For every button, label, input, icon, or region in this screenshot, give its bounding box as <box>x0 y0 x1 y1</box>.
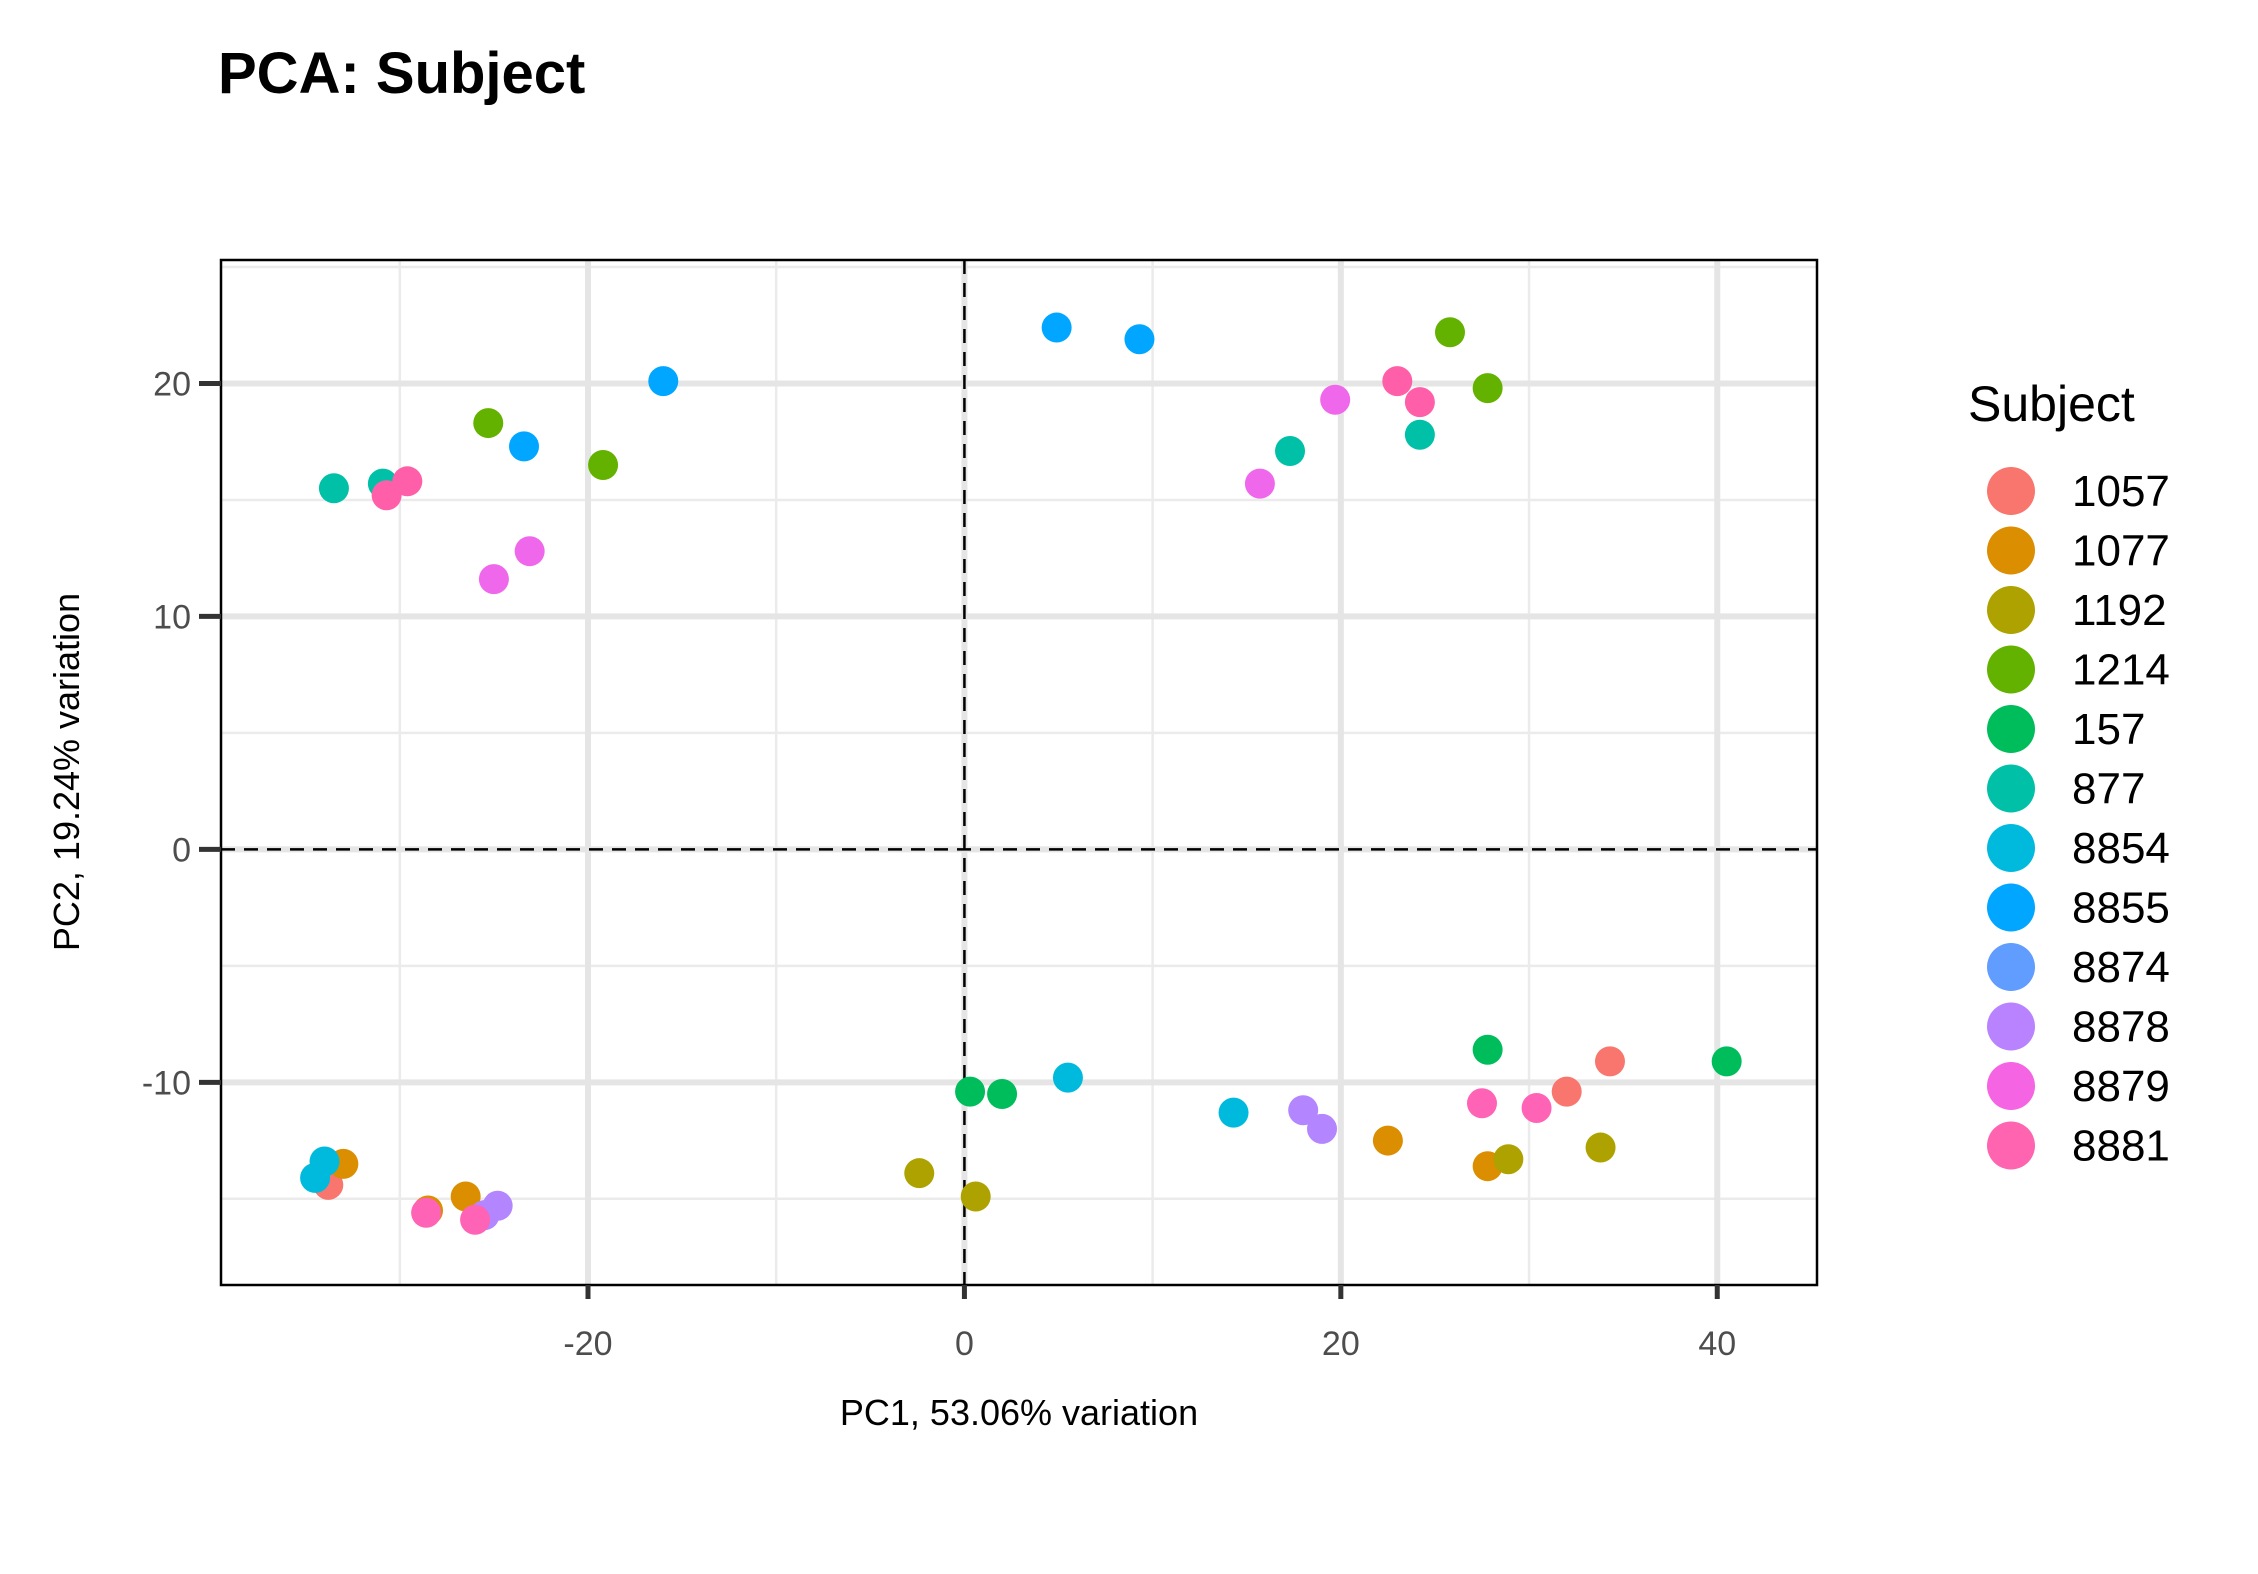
data-point-877 <box>318 473 349 504</box>
data-point-8855 <box>1124 324 1155 355</box>
data-point-157 <box>1711 1046 1742 1077</box>
data-point-8874 <box>1288 1095 1319 1126</box>
legend-key-8879 <box>1987 1062 2035 1110</box>
data-point-1214 <box>473 408 504 439</box>
data-point-877 <box>1275 436 1306 467</box>
legend-label-1192: 1192 <box>2072 586 2167 635</box>
data-point-8881 <box>1404 387 1435 418</box>
data-point-1214 <box>1434 317 1465 348</box>
data-point-157 <box>987 1078 1018 1109</box>
data-point-1214 <box>1472 373 1503 404</box>
data-point-8881 <box>392 466 423 497</box>
data-point-8855 <box>509 431 540 462</box>
data-point-8879 <box>411 1197 442 1228</box>
data-point-8854 <box>1052 1062 1083 1093</box>
data-point-157 <box>955 1076 986 1107</box>
y-axis-label: PC2, 19.24% variation <box>46 593 87 951</box>
legend-label-1214: 1214 <box>2072 646 2170 695</box>
data-point-1077 <box>1372 1125 1403 1156</box>
data-point-8879 <box>1466 1088 1497 1119</box>
legend-items: 1057 1077 1192 1214 157 877 8854 8855 8874 8878 88… <box>1987 467 2170 1171</box>
legend-key-8855 <box>1987 883 2035 932</box>
data-point-8854 <box>309 1146 340 1177</box>
legend-label-877: 877 <box>2072 765 2145 814</box>
data-point-8874 <box>482 1190 513 1221</box>
y-axis-ticks: -10 0 10 20 <box>142 365 221 1102</box>
data-point-1192 <box>960 1181 991 1212</box>
legend-label-8874: 8874 <box>2072 943 2170 992</box>
legend-key-877 <box>1987 764 2035 813</box>
legend-key-8854 <box>1987 824 2035 872</box>
x-axis-ticks: -20 0 20 40 <box>563 1285 1736 1363</box>
data-point-8878 <box>1320 384 1351 415</box>
data-point-1192 <box>1585 1132 1616 1163</box>
data-point-1192 <box>1493 1144 1524 1175</box>
legend-label-8879: 8879 <box>2072 1062 2170 1111</box>
x-tick-label: 20 <box>1322 1325 1360 1363</box>
legend-key-1077 <box>1987 526 2035 575</box>
data-point-1077 <box>450 1181 481 1212</box>
data-point-8854 <box>1218 1097 1249 1128</box>
y-tick-label: 20 <box>153 365 191 403</box>
data-point-8879 <box>1521 1092 1552 1123</box>
legend-label-1077: 1077 <box>2072 527 2170 576</box>
legend-label-1057: 1057 <box>2072 467 2170 516</box>
panel-background <box>221 260 1817 1285</box>
legend-label-8855: 8855 <box>2072 884 2170 933</box>
data-point-1192 <box>904 1158 935 1189</box>
data-point-8878 <box>1244 468 1275 499</box>
x-tick-label: -20 <box>563 1325 612 1363</box>
legend-key-157 <box>1987 705 2035 753</box>
y-tick-label: 0 <box>172 831 191 869</box>
data-point-8879 <box>460 1204 491 1235</box>
data-point-8878 <box>514 536 545 567</box>
reference-lines <box>221 260 1817 1285</box>
data-point-157 <box>1472 1034 1503 1065</box>
legend-key-1192 <box>1987 586 2035 634</box>
data-point-8855 <box>648 366 679 397</box>
legend-title: Subject <box>1968 376 2135 432</box>
legend-label-8881: 8881 <box>2072 1122 2170 1171</box>
x-tick-label: 40 <box>1698 1325 1736 1363</box>
data-point-1057 <box>1551 1076 1582 1107</box>
legend-key-8881 <box>1987 1121 2035 1170</box>
x-axis-label: PC1, 53.06% variation <box>840 1392 1198 1433</box>
legend-label-8854: 8854 <box>2072 824 2170 873</box>
legend-key-1057 <box>1987 467 2035 515</box>
chart-title: PCA: Subject <box>218 41 585 106</box>
y-tick-label: 10 <box>153 598 191 636</box>
legend: Subject 1057 1077 1192 1214 157 877 8854 8855 88… <box>1968 376 2170 1171</box>
data-point-1057 <box>1594 1046 1625 1077</box>
legend-key-8874 <box>1987 943 2035 991</box>
data-point-8878 <box>478 564 509 595</box>
data-point-8881 <box>1382 366 1413 397</box>
legend-key-8878 <box>1987 1002 2035 1051</box>
plot-panel <box>219 258 1819 1287</box>
legend-label-8878: 8878 <box>2072 1003 2170 1052</box>
panel-border <box>219 258 1819 1287</box>
legend-key-1214 <box>1987 645 2035 694</box>
data-point-1214 <box>588 450 619 480</box>
data-point-8874 <box>1307 1113 1338 1144</box>
x-tick-label: 0 <box>955 1325 974 1363</box>
data-point-8855 <box>1041 312 1072 343</box>
data-point-877 <box>1404 419 1435 450</box>
y-tick-label: -10 <box>142 1064 191 1102</box>
data-points <box>300 312 1742 1235</box>
legend-label-157: 157 <box>2072 705 2145 754</box>
